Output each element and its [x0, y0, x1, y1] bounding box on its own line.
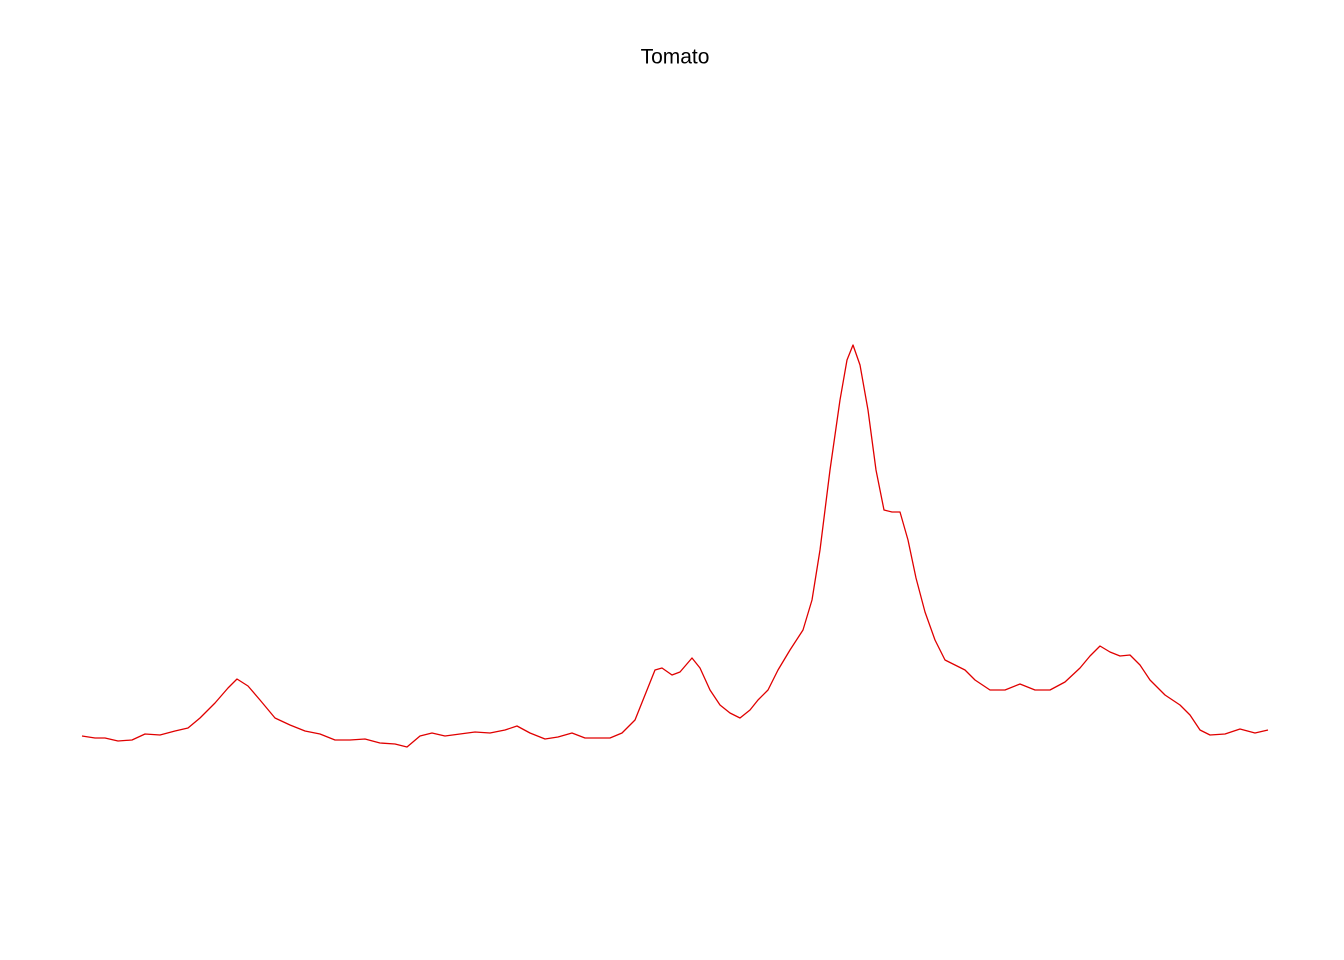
chart-title: Tomato [641, 46, 710, 69]
data-line [81, 344, 1269, 748]
